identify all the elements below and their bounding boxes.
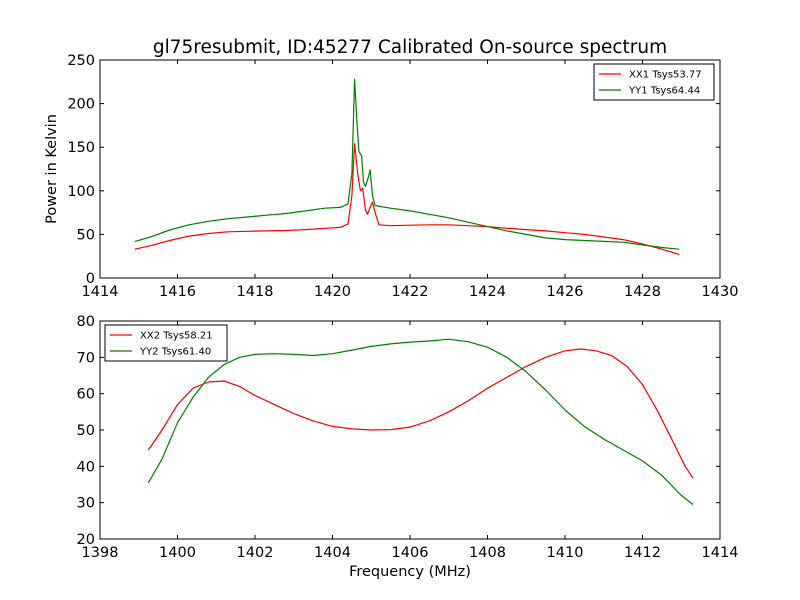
x-tick-label: 1414 (702, 545, 739, 561)
x-tick-label: 1404 (314, 545, 351, 561)
y-tick-label: 30 (77, 496, 95, 512)
legend-label: YY1 Tsys64.44 (628, 86, 700, 97)
x-tick-label: 1416 (159, 284, 196, 300)
x-tick-label: 1430 (702, 284, 739, 300)
x-tick-label: 1418 (237, 284, 274, 300)
x-tick-label: 1412 (624, 545, 661, 561)
legend-label: YY2 Tsys61.40 (139, 347, 211, 358)
y-tick-label: 50 (77, 423, 95, 439)
top-spectrum-plot: 1414 1416 1418 1420 1422 1424 1426 1428 1430 0 50 1… (44, 53, 738, 300)
x-tick-label: 1428 (624, 284, 661, 300)
x-tick-label: 1426 (547, 284, 584, 300)
series-line-1-1 (147, 338, 694, 505)
y-tick-label: 20 (77, 532, 95, 548)
x-tick-label: 1424 (469, 284, 506, 300)
y-axis-label: Power in Kelvin (44, 114, 60, 224)
x-tick-label: 1410 (547, 545, 584, 561)
x-tick-label: 1406 (392, 545, 429, 561)
x-tick-label: 1422 (392, 284, 429, 300)
series-line-1-0 (147, 348, 694, 479)
y-tick-label: 250 (67, 53, 95, 69)
y-tick-label: 40 (77, 459, 95, 475)
x-tick-label: 1414 (82, 284, 119, 300)
x-tick-label: 1408 (469, 545, 506, 561)
legend-box (593, 63, 715, 101)
bottom-spectrum-plot: 1398 1400 1402 1404 1406 1408 1410 1412 1414 20 30… (77, 314, 739, 580)
legend-box (104, 324, 228, 362)
x-axis-label: Frequency (MHz) (349, 564, 471, 580)
figure-title: gl75resubmit, ID:45277 Calibrated On-sou… (153, 37, 667, 58)
series-line-0-1 (134, 78, 680, 250)
y-tick-label: 200 (67, 97, 95, 113)
y-tick-label: 0 (86, 271, 95, 287)
y-tick-label: 80 (77, 314, 95, 330)
x-tick-label: 1400 (159, 545, 196, 561)
y-tick-label: 70 (77, 350, 95, 366)
x-tick-label: 1398 (82, 545, 119, 561)
y-tick-label: 150 (67, 140, 95, 156)
y-tick-label: 50 (77, 227, 95, 243)
y-tick-label: 100 (67, 184, 95, 200)
x-tick-label: 1420 (314, 284, 351, 300)
legend-label: XX1 Tsys53.77 (629, 70, 702, 81)
series-line-0-0 (134, 143, 680, 256)
legend-label: XX2 Tsys58.21 (140, 331, 213, 342)
x-tick-label: 1402 (237, 545, 274, 561)
y-tick-label: 60 (77, 387, 95, 403)
